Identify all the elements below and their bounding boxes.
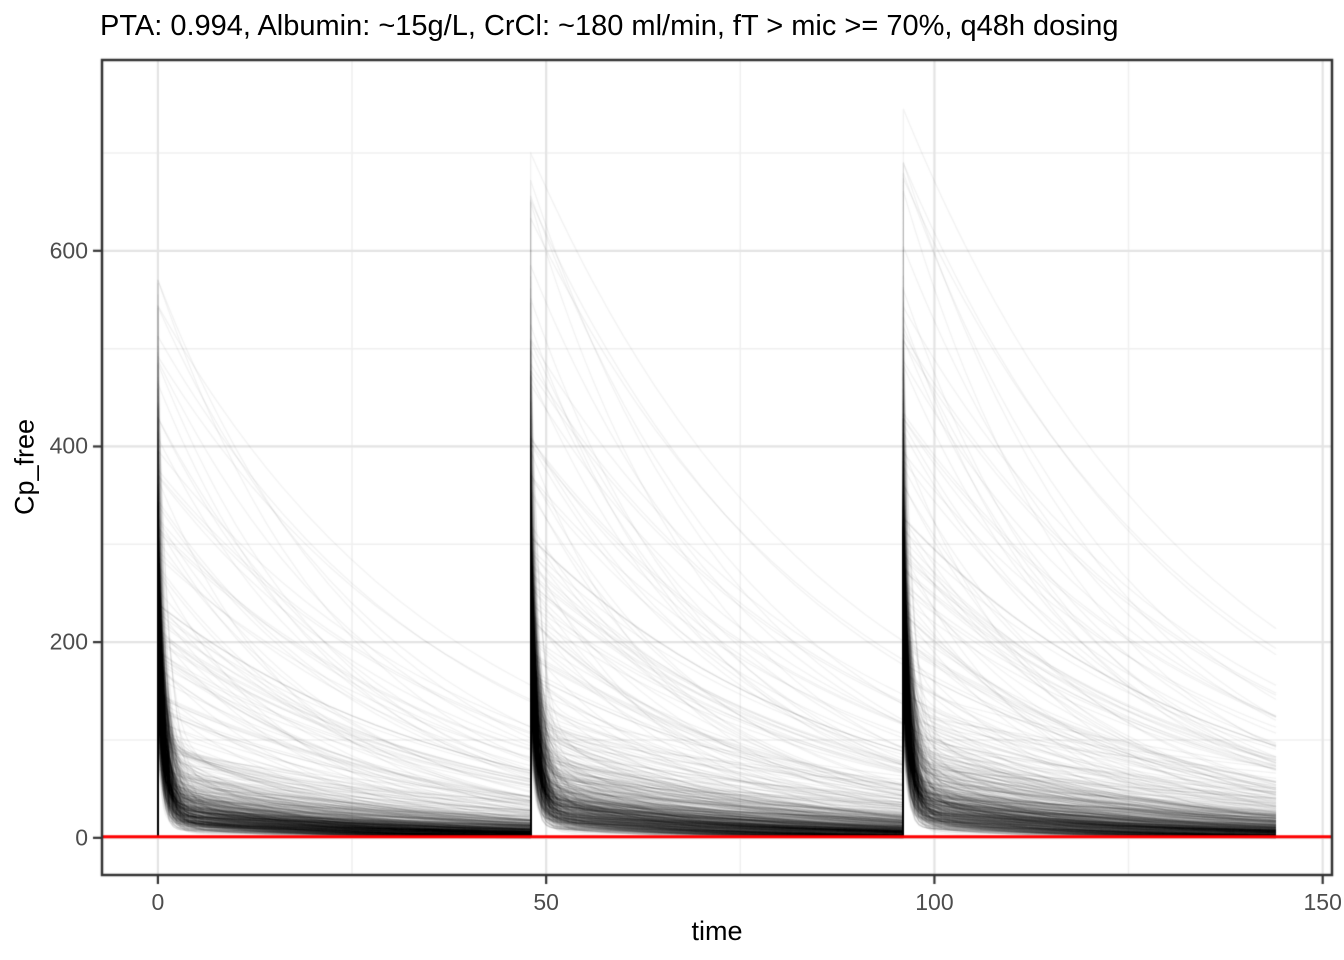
x-tick-label: 50 — [533, 889, 559, 915]
y-tick-label: 600 — [49, 237, 88, 264]
x-tick-label: 150 — [1303, 889, 1342, 915]
x-axis-title: time — [691, 916, 743, 946]
y-tick-label: 400 — [49, 432, 88, 459]
y-tick-label: 0 — [75, 824, 88, 851]
x-tick-label: 100 — [915, 889, 954, 915]
x-tick-label: 0 — [151, 889, 165, 915]
plot-title: PTA: 0.994, Albumin: ~15g/L, CrCl: ~180 … — [100, 10, 1119, 42]
y-tick-label: 200 — [49, 628, 88, 655]
